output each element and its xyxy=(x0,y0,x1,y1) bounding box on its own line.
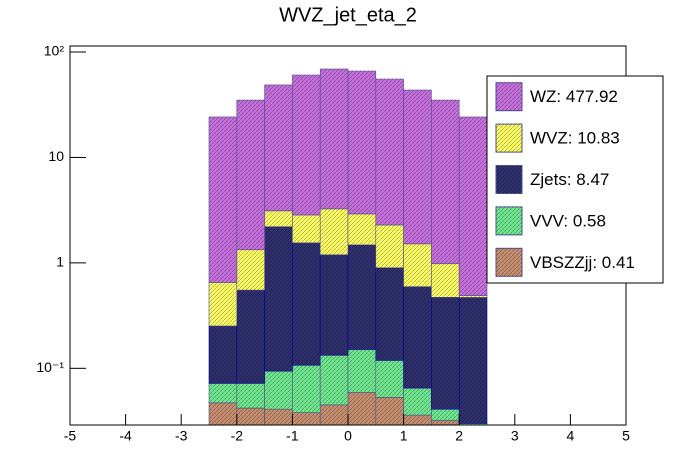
bar-hatch xyxy=(459,423,487,425)
bar-hatch xyxy=(292,75,321,215)
bar-hatch xyxy=(431,263,460,298)
legend-label: VBSZZjj: 0.41 xyxy=(530,253,635,272)
bar-hatch xyxy=(320,254,348,356)
legend-swatch-hatch xyxy=(496,248,522,277)
bar-hatch xyxy=(459,297,487,424)
x-tick-label: -5 xyxy=(64,428,77,444)
bar-hatch xyxy=(264,409,293,425)
bar-hatch xyxy=(403,415,432,425)
x-tick-label: -4 xyxy=(119,428,132,444)
y-tick-label: 10² xyxy=(44,43,65,59)
bar-hatch xyxy=(348,213,376,245)
bar-hatch xyxy=(431,409,460,421)
bar-hatch xyxy=(236,408,265,425)
bar-hatch xyxy=(264,226,293,372)
x-tick-label: 4 xyxy=(567,428,575,444)
bar-hatch xyxy=(209,282,237,326)
bar-hatch xyxy=(320,68,348,209)
bar-hatch xyxy=(264,210,293,227)
y-tick-label: 10 xyxy=(48,148,64,164)
bar-hatch xyxy=(320,208,348,255)
bar-hatch xyxy=(264,371,293,410)
bar-hatch xyxy=(431,420,460,425)
bar-hatch xyxy=(236,383,265,409)
bar-hatch xyxy=(375,224,404,268)
chart-title: WVZ_jet_eta_2 xyxy=(279,4,417,26)
legend-label: Zjets: 8.47 xyxy=(530,170,609,189)
bar-hatch xyxy=(459,116,487,296)
legend-swatch-hatch xyxy=(496,165,522,194)
x-tick-label: 0 xyxy=(344,428,352,444)
bar-hatch xyxy=(236,290,265,384)
bar-hatch xyxy=(403,286,432,389)
x-tick-label: -2 xyxy=(231,428,244,444)
bar-hatch xyxy=(348,71,376,214)
bar-hatch xyxy=(348,244,376,350)
legend-label: VVV: 0.58 xyxy=(530,211,606,230)
bar-hatch xyxy=(292,214,321,243)
x-tick-label: 3 xyxy=(511,428,519,444)
bar-hatch xyxy=(403,90,432,244)
x-tick-label: 2 xyxy=(455,428,463,444)
bar-hatch xyxy=(209,402,237,425)
bar-hatch xyxy=(348,349,376,393)
bar-hatch xyxy=(375,397,404,425)
x-tick-label: 1 xyxy=(400,428,408,444)
bar-hatch xyxy=(292,242,321,366)
bar-hatch xyxy=(320,404,348,425)
bar-hatch xyxy=(375,267,404,361)
legend-swatch-hatch xyxy=(496,206,522,235)
bar-hatch xyxy=(264,84,293,211)
bar-hatch xyxy=(236,249,265,291)
bar-hatch xyxy=(431,100,460,264)
bar-hatch xyxy=(236,100,265,250)
legend-swatch-hatch xyxy=(496,82,522,111)
y-tick-label: 10⁻¹ xyxy=(36,359,64,375)
bar-hatch xyxy=(209,325,237,384)
y-tick-label: 1 xyxy=(56,254,64,270)
legend-label: WVZ: 10.83 xyxy=(530,129,620,148)
bar-hatch xyxy=(403,388,432,416)
bar-hatch xyxy=(403,243,432,287)
bar-hatch xyxy=(209,116,237,283)
x-tick-label: -3 xyxy=(175,428,188,444)
bar-hatch xyxy=(292,365,321,413)
x-tick-label: -1 xyxy=(286,428,299,444)
legend-label: WZ: 477.92 xyxy=(530,87,618,106)
bar-hatch xyxy=(292,412,321,425)
bar-hatch xyxy=(320,355,348,405)
bar-hatch xyxy=(431,297,460,410)
bar-hatch xyxy=(375,79,404,225)
legend-swatch-hatch xyxy=(496,124,522,153)
bar-hatch xyxy=(375,360,404,398)
bar-hatch xyxy=(348,392,376,425)
bar-hatch xyxy=(459,295,487,298)
bar-hatch xyxy=(209,383,237,403)
x-tick-label: 5 xyxy=(622,428,630,444)
